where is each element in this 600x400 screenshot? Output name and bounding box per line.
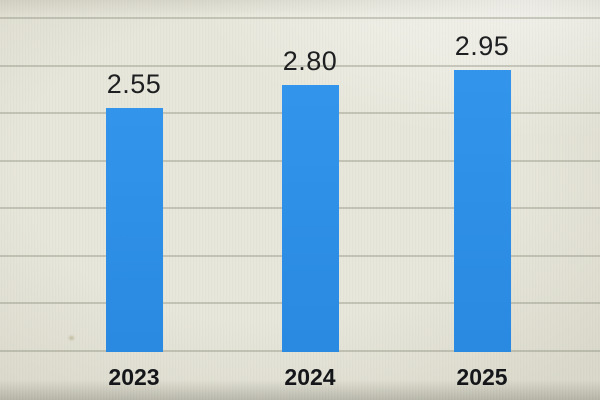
bar-2023 <box>105 108 163 352</box>
bar-value-label: 2.55 <box>106 69 162 100</box>
bar-value-label: 2.95 <box>454 31 510 62</box>
category-label: 2025 <box>456 364 508 390</box>
dust-speck <box>69 336 74 340</box>
category-label: 2024 <box>284 364 336 390</box>
gridline <box>0 64 600 67</box>
category-label: 2023 <box>108 364 160 390</box>
bar-2025 <box>453 70 511 352</box>
gridline <box>0 17 600 19</box>
bar-2024 <box>281 84 339 352</box>
bar-value-label: 2.80 <box>282 45 338 76</box>
